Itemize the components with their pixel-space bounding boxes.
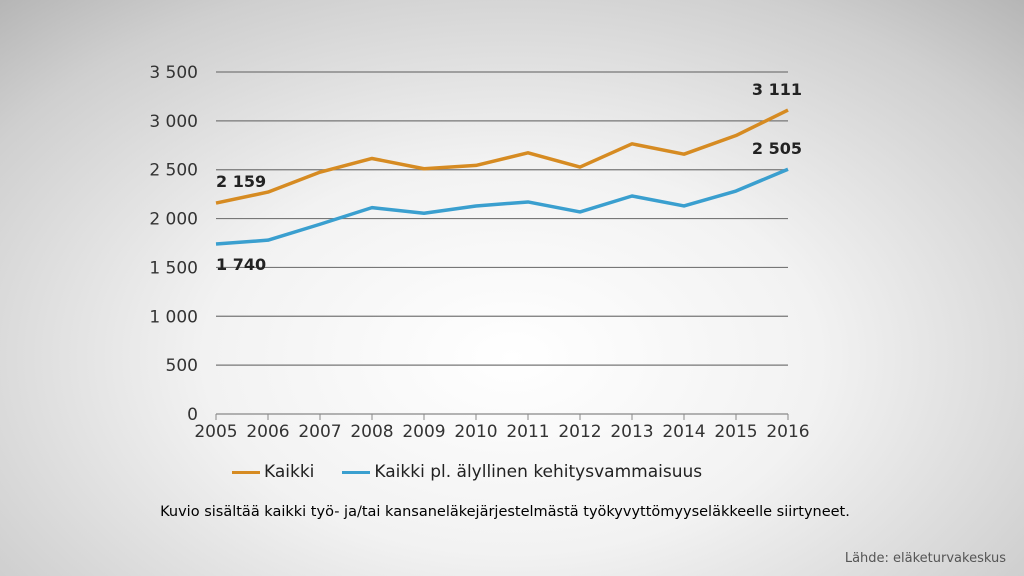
y-tick-label: 3 000: [149, 112, 198, 132]
legend-item-kaikki: Kaikki: [232, 462, 314, 482]
x-tick-label: 2008: [350, 422, 393, 442]
series-line-1: [215, 167, 789, 246]
x-tick-label: 2010: [454, 422, 497, 442]
series-line-0: [215, 108, 789, 205]
y-tick-label: 500: [166, 356, 198, 376]
chart-note: Kuvio sisältää kaikki työ- ja/tai kansan…: [160, 504, 850, 520]
x-tick-label: 2013: [610, 422, 653, 442]
y-tick-label: 3 500: [149, 63, 198, 83]
legend: Kaikki Kaikki pl. älyllinen kehitysvamma…: [232, 462, 702, 482]
y-tick-label: 0: [187, 405, 198, 425]
line-chart: 0 500 1 000 1 500 2 000 2 500 3 000 3 500 2005 20…: [149, 63, 809, 442]
y-tick-label: 1 500: [149, 258, 198, 278]
x-tick-label: 2005: [194, 422, 237, 442]
y-tick-label: 1 000: [149, 307, 198, 327]
data-label: 2 159: [216, 172, 266, 191]
x-tick-label: 2015: [714, 422, 757, 442]
x-tick-label: 2016: [766, 422, 809, 442]
legend-swatch-kaikki-pl: [342, 470, 371, 474]
x-tick-label: 2007: [298, 422, 341, 442]
data-label: 2 505: [752, 139, 802, 158]
legend-label: Kaikki: [264, 462, 315, 482]
y-tick-label: 2 500: [149, 161, 198, 181]
x-tick-label: 2014: [662, 422, 705, 442]
x-tick-label: 2006: [246, 422, 289, 442]
data-label: 3 111: [752, 80, 802, 99]
data-label: 1 740: [216, 255, 266, 274]
source-text: Lähde: eläketurvakeskus: [844, 551, 1006, 566]
x-tick-label: 2011: [506, 422, 549, 442]
x-tick-label: 2009: [402, 422, 445, 442]
legend-label: Kaikki pl. älyllinen kehitysvammaisuus: [374, 462, 703, 482]
legend-swatch-kaikki: [232, 470, 260, 474]
x-tick-label: 2012: [558, 422, 601, 442]
y-tick-label: 2 000: [149, 210, 198, 230]
legend-item-kaikki-pl: Kaikki pl. älyllinen kehitysvammaisuus: [342, 462, 702, 482]
